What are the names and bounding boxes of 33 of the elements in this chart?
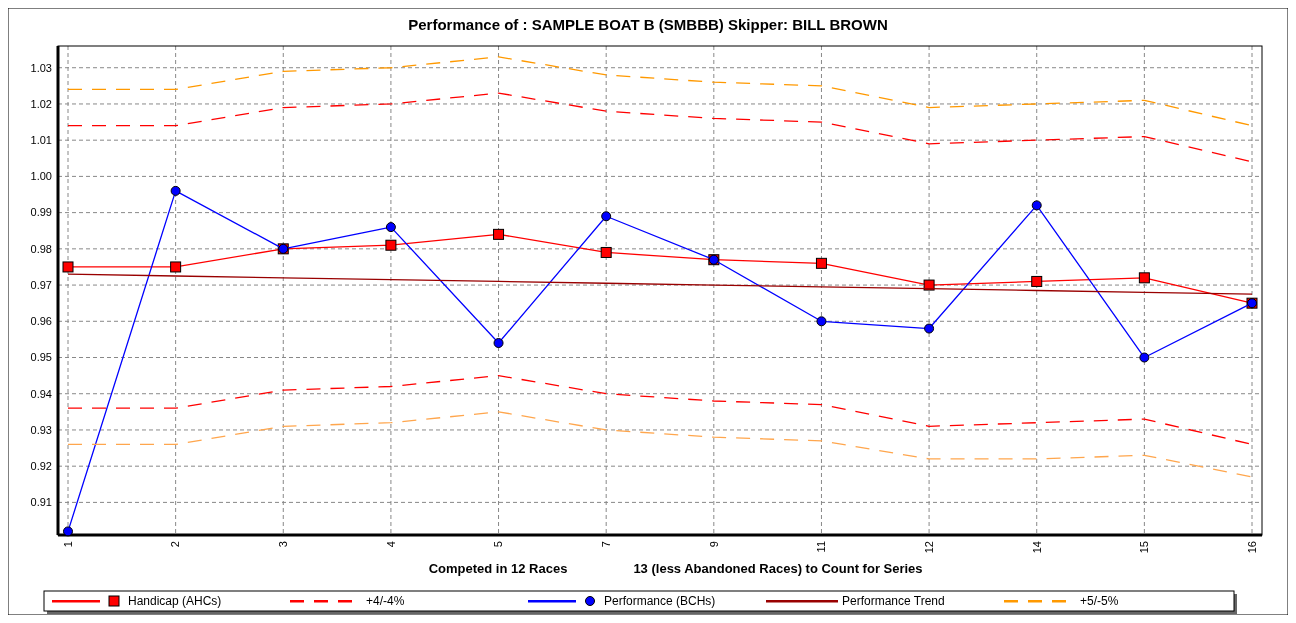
text: Competed in 12 Races — [428, 561, 568, 576]
y-tick-label: 0.93 — [30, 423, 52, 436]
y-tick-label: 0.96 — [30, 315, 52, 328]
y-tick-label: 0.92 — [30, 460, 52, 473]
x-tick-label: 12 — [922, 541, 935, 554]
x-tick-label: 15 — [1138, 541, 1151, 554]
y-tick-label: 0.97 — [30, 278, 52, 291]
legend-label: Handicap (AHCs) — [128, 594, 222, 609]
x-tick-label: 11 — [815, 541, 828, 553]
legend-label: +5/-5% — [1080, 594, 1119, 609]
x-tick-label: 7 — [600, 541, 613, 548]
y-tick-label: 1.03 — [30, 61, 52, 74]
y-tick-label: 0.94 — [30, 387, 52, 400]
x-tick-label: 4 — [384, 541, 397, 548]
text: 13 (less Abandoned Races) to Count for Series — [633, 561, 923, 576]
x-tick-label: 14 — [1030, 541, 1043, 554]
y-tick-label: 1.00 — [30, 170, 52, 183]
legend-label: Performance (BCHs) — [604, 594, 716, 609]
chart-title: Performance of : SAMPLE BOAT B (SMBBB) Skipper: BILL BROWN — [408, 16, 888, 33]
x-tick-label: 9 — [707, 541, 720, 548]
y-tick-label: 1.02 — [30, 97, 52, 110]
x-tick-label: 1 — [61, 541, 74, 548]
x-tick-label: 16 — [1245, 541, 1258, 554]
y-tick-label: 1.01 — [30, 134, 52, 147]
legend-label: +4/-4% — [366, 594, 405, 609]
x-tick-label: 3 — [277, 541, 290, 548]
legend-label: Performance Trend — [842, 594, 945, 609]
y-tick-label: 0.99 — [30, 206, 52, 219]
y-tick-label: 0.91 — [30, 496, 52, 509]
y-tick-label: 0.95 — [30, 351, 52, 364]
x-tick-label: 2 — [169, 541, 182, 548]
y-tick-label: 0.98 — [30, 242, 52, 255]
x-tick-label: 5 — [492, 541, 505, 548]
